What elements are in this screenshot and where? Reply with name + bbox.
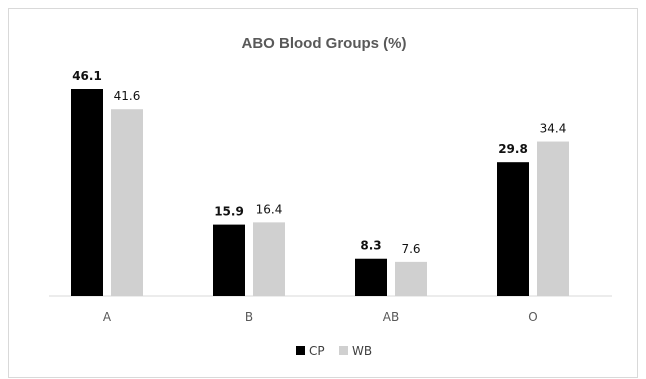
bar-wb-b <box>253 222 285 296</box>
legend-label-cp: CP <box>309 344 325 358</box>
bar-wb-ab <box>395 261 427 296</box>
legend: CP WB <box>296 344 372 358</box>
bar-wb-a <box>111 109 143 296</box>
legend-label-wb: WB <box>352 344 372 358</box>
value-label-cp-a: 46.1 <box>72 69 102 83</box>
x-tick-label-a: A <box>103 310 112 324</box>
bar-cp-a <box>71 89 103 296</box>
abo-bar-chart: ABO Blood Groups (%) 46.1 41.6 15.9 16.4 8.3… <box>49 35 612 358</box>
bars-group <box>71 89 569 296</box>
value-label-cp-b: 15.9 <box>214 205 244 219</box>
value-label-wb-a: 41.6 <box>114 89 141 103</box>
value-label-wb-ab: 7.6 <box>401 242 420 256</box>
value-labels-group: 46.1 41.6 15.9 16.4 8.3 7.6 29.8 34.4 <box>72 69 566 256</box>
value-label-wb-o: 34.4 <box>540 122 567 136</box>
x-tick-label-o: O <box>528 310 537 324</box>
x-tick-labels-group: A B AB O <box>103 310 538 324</box>
value-label-cp-ab: 8.3 <box>360 239 381 253</box>
value-label-wb-b: 16.4 <box>256 202 283 216</box>
chart-frame: ABO Blood Groups (%) 46.1 41.6 15.9 16.4 8.3… <box>8 8 638 378</box>
value-label-cp-o: 29.8 <box>498 142 528 156</box>
legend-swatch-wb <box>339 346 348 355</box>
chart-title: ABO Blood Groups (%) <box>242 35 407 52</box>
bar-cp-o <box>497 162 529 296</box>
x-tick-label-b: B <box>245 310 253 324</box>
legend-swatch-cp <box>296 346 305 355</box>
x-tick-label-ab: AB <box>383 310 399 324</box>
bar-cp-b <box>213 224 245 296</box>
bar-wb-o <box>537 141 569 296</box>
bar-cp-ab <box>355 258 387 296</box>
